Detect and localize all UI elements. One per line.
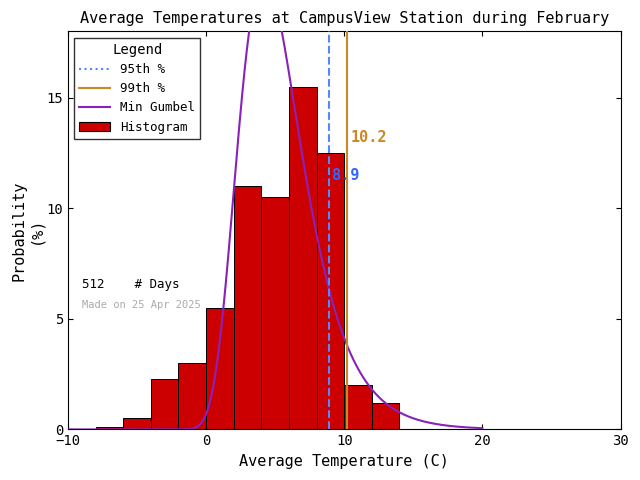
Legend: 95th %, 99th %, Min Gumbel, Histogram: 95th %, 99th %, Min Gumbel, Histogram (74, 38, 200, 139)
Bar (151, 379, 179, 430)
Bar (317, 153, 344, 430)
Bar (261, 197, 289, 430)
Text: 512    # Days: 512 # Days (82, 278, 179, 291)
Bar (95, 427, 123, 430)
Bar (372, 403, 399, 430)
Text: 8.9: 8.9 (332, 168, 360, 182)
Title: Average Temperatures at CampusView Station during February: Average Temperatures at CampusView Stati… (79, 11, 609, 26)
Y-axis label: Probability
(%): Probability (%) (11, 180, 44, 281)
Text: 10.2: 10.2 (351, 130, 387, 145)
X-axis label: Average Temperature (C): Average Temperature (C) (239, 454, 449, 469)
Bar (234, 186, 261, 430)
Bar (123, 419, 151, 430)
Bar (289, 87, 317, 430)
Bar (206, 308, 234, 430)
Bar (344, 385, 372, 430)
Text: Made on 25 Apr 2025: Made on 25 Apr 2025 (82, 300, 200, 310)
Bar (179, 363, 206, 430)
